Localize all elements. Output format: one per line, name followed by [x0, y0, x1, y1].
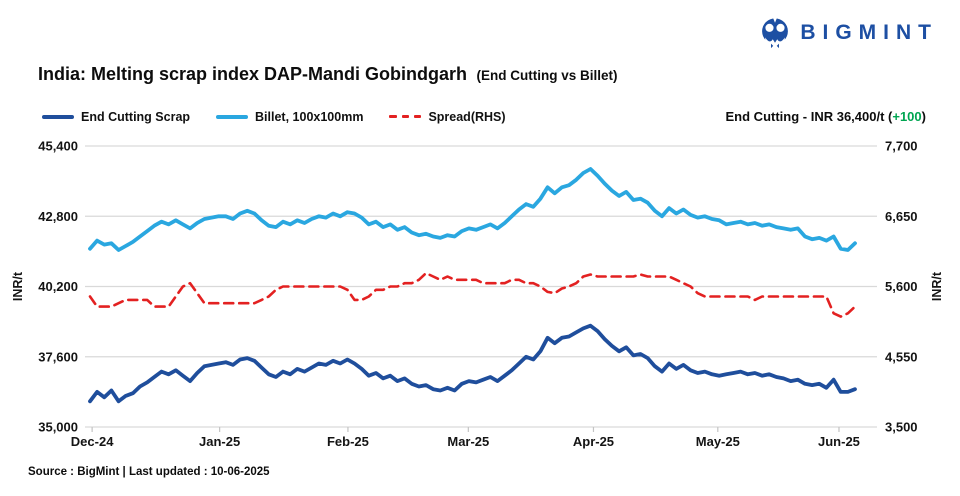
chart-svg: 45,400 7,700 42,800 6,650 40,200 5,600 37,600 4… [11, 139, 944, 450]
chart-title: India: Melting scrap index DAP-Mandi Gob… [38, 64, 617, 85]
chart-title-suffix: (End Cutting vs Billet) [476, 68, 618, 83]
latest-price-close-paren: ) [921, 109, 926, 124]
legend-label-billet: Billet, 100x100mm [255, 109, 364, 124]
latest-price-change: +100 [892, 109, 922, 124]
svg-text:3,500: 3,500 [885, 420, 918, 435]
svg-text:45,400: 45,400 [38, 139, 78, 154]
legend-label-end-cutting: End Cutting Scrap [81, 109, 191, 124]
billet-line-swatch-icon [216, 114, 249, 119]
legend-row: End Cutting Scrap Billet, 100x100mm Spre… [42, 109, 926, 124]
bigmint-mascot-icon [759, 16, 791, 50]
chart-title-main: India: Melting scrap index DAP-Mandi Gob… [38, 64, 468, 84]
svg-text:40,200: 40,200 [38, 279, 78, 294]
legend-item-billet: Billet, 100x100mm [216, 110, 363, 124]
spread-dashed-swatch-icon [389, 115, 422, 118]
latest-price-text: End Cutting - INR 36,400/t ( [725, 109, 893, 124]
legend-label-spread: Spread(RHS) [428, 109, 506, 124]
svg-text:5,600: 5,600 [885, 279, 918, 294]
svg-text:4,550: 4,550 [885, 349, 918, 364]
svg-text:6,650: 6,650 [885, 209, 918, 224]
source-note: Source : BigMint | Last updated : 10-06-… [28, 466, 270, 478]
svg-text:May-25: May-25 [696, 434, 740, 449]
svg-text:42,800: 42,800 [38, 209, 78, 224]
chart-area: 45,400 7,700 42,800 6,650 40,200 5,600 37,600 4… [0, 130, 960, 460]
svg-text:Dec-24: Dec-24 [71, 434, 114, 449]
bigmint-logo: BIGMINT [759, 16, 938, 50]
latest-price-annotation: End Cutting - INR 36,400/t (+100) [726, 109, 926, 124]
legend-item-end-cutting: End Cutting Scrap [42, 110, 190, 124]
legend-item-spread: Spread(RHS) [389, 109, 506, 124]
end-cutting-line-swatch-icon [42, 114, 74, 119]
svg-text:37,600: 37,600 [38, 349, 78, 364]
svg-text:INR/t: INR/t [930, 271, 944, 301]
svg-text:Apr-25: Apr-25 [573, 434, 614, 449]
svg-text:INR/t: INR/t [11, 271, 25, 301]
bigmint-logo-text: BIGMINT [800, 21, 938, 44]
svg-text:Feb-25: Feb-25 [327, 434, 369, 449]
svg-text:Jan-25: Jan-25 [199, 434, 240, 449]
svg-text:7,700: 7,700 [885, 139, 918, 154]
svg-text:Jun-25: Jun-25 [818, 434, 860, 449]
svg-text:Mar-25: Mar-25 [447, 434, 489, 449]
svg-text:35,000: 35,000 [38, 420, 78, 435]
